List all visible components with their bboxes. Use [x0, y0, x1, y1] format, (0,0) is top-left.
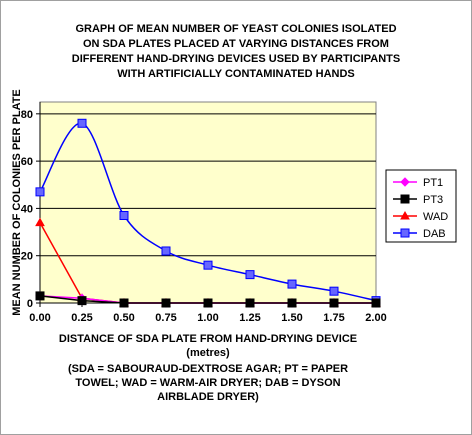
legend-label-dab: DAB	[423, 228, 446, 240]
data-point-pt3	[245, 298, 255, 308]
data-point-dab	[35, 187, 45, 197]
x-tick-label: 2.00	[365, 312, 386, 324]
x-tick-label: 1.50	[281, 312, 302, 324]
data-point-dab	[203, 260, 213, 270]
abbreviation-caption: (SDA = SABOURAUD-DEXTROSE AGAR; PT = PAP…	[68, 363, 348, 403]
x-tick-label: 0.25	[71, 312, 92, 324]
x-tick-label: 1.00	[197, 312, 218, 324]
data-point-pt3	[161, 298, 171, 308]
x-axis-label-line: DISTANCE OF SDA PLATE FROM HAND-DRYING D…	[59, 333, 357, 345]
y-tick-label: 40	[21, 203, 33, 215]
chart-title-line: ON SDA PLATES PLACED AT VARYING DISTANCE…	[83, 38, 389, 50]
data-point-dab	[329, 286, 339, 296]
chart-title-line: DIFFERENT HAND-DRYING DEVICES USED BY PA…	[72, 53, 400, 65]
data-point-pt3	[371, 298, 381, 308]
data-point-dab	[287, 279, 297, 289]
x-axis-label: DISTANCE OF SDA PLATE FROM HAND-DRYING D…	[59, 333, 357, 359]
data-point-wad	[35, 217, 45, 227]
chart-title-line: GRAPH OF MEAN NUMBER OF YEAST COLONIES I…	[75, 23, 396, 35]
chart-title-line: WITH ARTIFICIALLY CONTAMINATED HANDS	[117, 68, 355, 80]
x-tick-label: 1.25	[239, 312, 260, 324]
chart-title: GRAPH OF MEAN NUMBER OF YEAST COLONIES I…	[72, 23, 400, 80]
x-axis-label-line: (metres)	[186, 347, 230, 359]
data-point-dab	[161, 246, 171, 256]
data-point-dab	[77, 118, 87, 128]
caption-line: TOWEL; WAD = WARM-AIR DRYER; DAB = DYSON	[75, 377, 340, 389]
data-point-pt3	[203, 298, 213, 308]
y-axis-label: MEAN NUMBER OF COLONIES PER PLATE	[11, 89, 23, 316]
series-lines	[35, 118, 381, 308]
y-tick-label: 0	[27, 298, 33, 310]
legend-marker-pt3	[400, 194, 410, 204]
data-point-pt3	[287, 298, 297, 308]
data-point-dab	[245, 270, 255, 280]
y-tick-label: 80	[21, 109, 33, 121]
data-point-dab	[119, 211, 129, 221]
x-tick-label: 1.75	[323, 312, 344, 324]
x-tick-label: 0.75	[155, 312, 176, 324]
gridlines	[40, 113, 376, 257]
x-tick-label: 0.50	[113, 312, 134, 324]
y-axis-label-text: MEAN NUMBER OF COLONIES PER PLATE	[11, 89, 23, 316]
data-point-pt3	[119, 298, 129, 308]
legend-label-pt3: PT3	[423, 194, 443, 206]
caption-line: AIRBLADE DRYER)	[157, 391, 259, 403]
x-tick-label: 0.00	[29, 312, 50, 324]
data-point-pt3	[329, 298, 339, 308]
legend-marker-wad	[400, 210, 410, 220]
legend-marker-dab	[400, 228, 410, 238]
caption-line: (SDA = SABOURAUD-DEXTROSE AGAR; PT = PAP…	[68, 363, 348, 375]
legend-marker-pt1	[400, 177, 410, 187]
legend-label-wad: WAD	[423, 211, 448, 223]
y-tick-label: 60	[21, 156, 33, 168]
legend: PT1 PT3 WAD DAB	[385, 169, 457, 243]
data-point-pt3	[35, 291, 45, 301]
y-tick-label: 20	[21, 251, 33, 263]
legend-label-pt1: PT1	[423, 177, 443, 189]
data-point-pt3	[77, 296, 87, 306]
